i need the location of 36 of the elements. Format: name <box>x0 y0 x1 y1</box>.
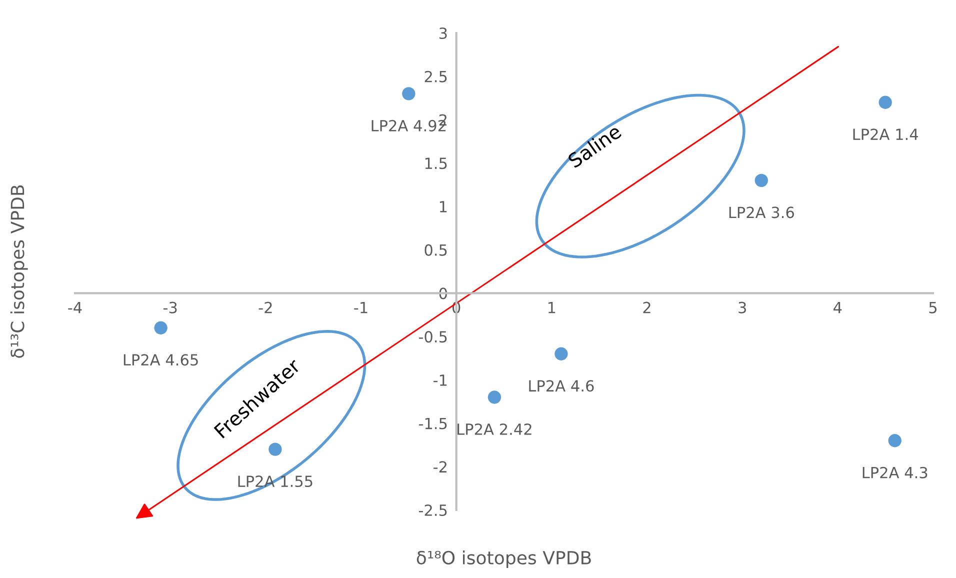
y-tick-label: -2.5 <box>418 504 447 516</box>
point <box>554 347 568 360</box>
annotation: LP2A 1.55 <box>238 476 312 488</box>
x-tick-label: -1 <box>354 302 368 314</box>
point <box>888 434 902 448</box>
y-tick-label: 3 <box>439 27 447 40</box>
y-axis-title: δ¹³C isotopes VPDB <box>10 185 28 358</box>
x-tick-label: -3 <box>163 302 177 314</box>
x-tick-label: 3 <box>738 302 746 314</box>
point <box>154 321 168 334</box>
y-tick-label: 1.5 <box>425 158 447 170</box>
point <box>754 174 768 188</box>
y-tick-label: -1 <box>434 374 447 386</box>
point <box>488 390 502 404</box>
annotation: LP2A 4.6 <box>529 380 594 392</box>
y-tick-label: -2 <box>434 461 446 472</box>
annotation: LP2A 2.42 <box>458 423 532 435</box>
y-tick-label: 0.5 <box>424 244 447 256</box>
y-tick-label: 1 <box>440 201 447 212</box>
y-tick-label: -1.5 <box>418 418 447 430</box>
x-tick-label: -4 <box>68 302 82 314</box>
x-tick-label: 1 <box>548 302 556 314</box>
annotation: LP2A 4.3 <box>862 466 928 478</box>
x-tick-label: 5 <box>929 302 937 314</box>
y-tick-label: 2.5 <box>424 70 447 82</box>
point <box>878 96 892 109</box>
annotation: LP2A 1.4 <box>853 128 918 140</box>
y-tick-label: -0.5 <box>418 331 447 343</box>
point <box>402 87 416 100</box>
point <box>268 442 282 456</box>
x-axis-title: δ¹⁸O isotopes VPDB <box>416 550 591 568</box>
annotation: LP2A 3.6 <box>729 206 794 218</box>
x-tick-label: 2 <box>643 302 650 314</box>
x-tick-label: -2 <box>258 302 272 314</box>
x-tick-label: 4 <box>834 302 842 314</box>
annotation: LP2A 4.65 <box>124 354 198 366</box>
